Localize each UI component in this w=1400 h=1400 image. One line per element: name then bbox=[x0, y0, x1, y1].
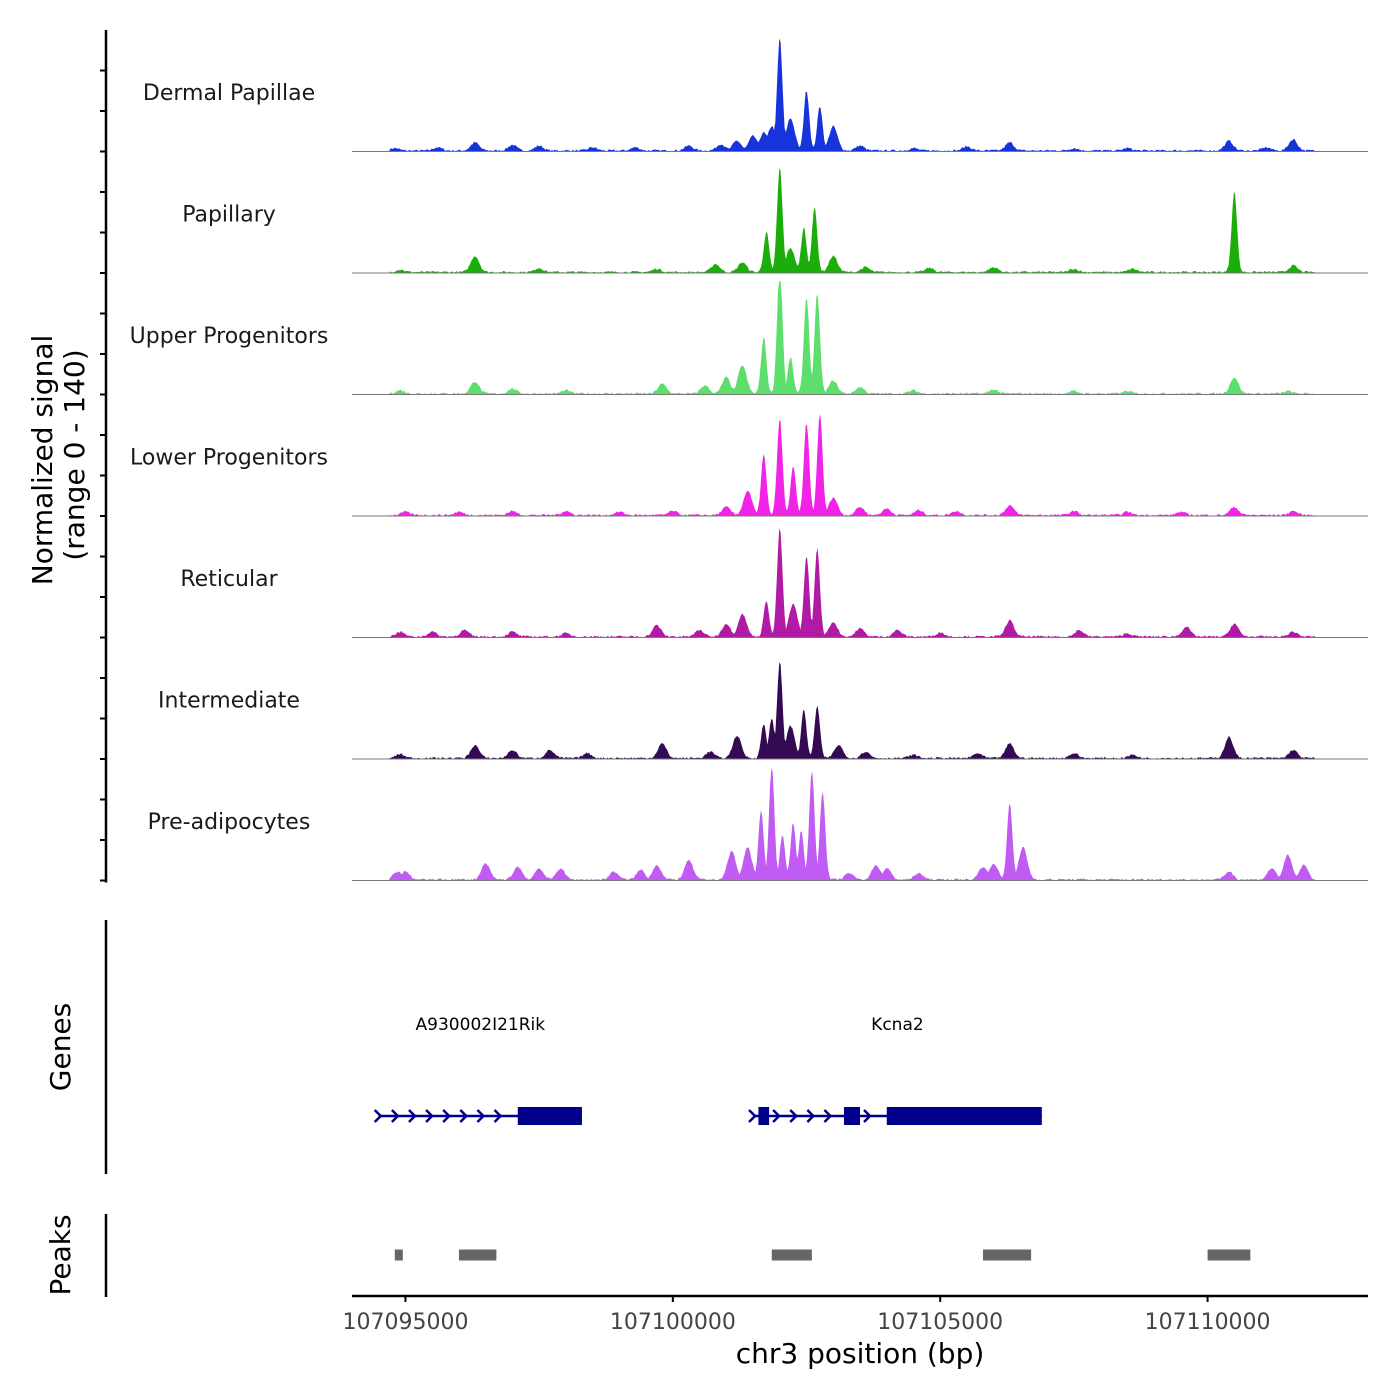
gene-name: A930002I21Rik bbox=[416, 1015, 546, 1035]
strand-arrow bbox=[390, 1109, 400, 1123]
track-papillary: Papillary bbox=[182, 168, 1368, 274]
strand-arrow bbox=[806, 1109, 816, 1123]
strand-arrow bbox=[863, 1109, 872, 1123]
x-tick-label: 107105000 bbox=[877, 1310, 1003, 1335]
track-pre-adipocytes: Pre-adipocytes bbox=[148, 767, 1368, 881]
strand-arrow bbox=[425, 1109, 434, 1123]
track-lower-progenitors: Lower Progenitors bbox=[130, 413, 1368, 517]
gene-exon bbox=[517, 1107, 582, 1125]
peak-region bbox=[394, 1249, 403, 1261]
strand-arrow bbox=[823, 1109, 833, 1123]
track-label: Reticular bbox=[180, 567, 278, 592]
track-label: Upper Progenitors bbox=[130, 324, 329, 349]
gene-exon bbox=[758, 1107, 770, 1125]
strand-arrow bbox=[408, 1109, 417, 1123]
strand-arrow bbox=[476, 1109, 486, 1123]
strand-arrow bbox=[373, 1109, 383, 1123]
gene-name: Kcna2 bbox=[871, 1015, 924, 1035]
x-axis-label: chr3 position (bp) bbox=[736, 1337, 985, 1370]
track-reticular: Reticular bbox=[180, 528, 1368, 638]
signal-area bbox=[389, 528, 1315, 638]
x-tick-label: 107100000 bbox=[610, 1310, 736, 1335]
track-upper-progenitors: Upper Progenitors bbox=[130, 281, 1368, 395]
genes-track: Genes A930002I21Rik Kcna2 bbox=[44, 920, 1042, 1174]
strand-arrow bbox=[459, 1109, 469, 1123]
peak-region bbox=[1207, 1249, 1251, 1261]
gene-exon bbox=[843, 1107, 860, 1125]
signal-area bbox=[389, 38, 1315, 152]
x-tick-label: 107095000 bbox=[342, 1310, 468, 1335]
y-axis-label: Normalized signal bbox=[26, 335, 59, 586]
strand-arrow bbox=[748, 1109, 757, 1123]
track-label: Dermal Papillae bbox=[143, 81, 315, 106]
x-tick-label: 107110000 bbox=[1145, 1310, 1271, 1335]
strand-arrow bbox=[789, 1109, 798, 1123]
signal-area bbox=[389, 413, 1315, 516]
track-intermediate: Intermediate bbox=[158, 662, 1368, 760]
signal-area bbox=[389, 767, 1315, 881]
peak-region bbox=[771, 1249, 812, 1261]
genes-label: Genes bbox=[44, 1003, 77, 1091]
track-dermal-papillae: Dermal Papillae bbox=[143, 38, 1368, 152]
axes: Normalized signal (range 0 - 140) 10709500… bbox=[26, 30, 1368, 1370]
coverage-tracks: Dermal Papillae Papillary Upper Progenitor… bbox=[130, 38, 1368, 881]
signal-area bbox=[389, 281, 1315, 395]
gene-model: A930002I21Rik bbox=[373, 1015, 582, 1125]
signal-area bbox=[389, 168, 1315, 273]
peak-region bbox=[982, 1249, 1032, 1261]
strand-arrow bbox=[772, 1109, 781, 1123]
track-label: Papillary bbox=[182, 203, 276, 228]
y-axis-range: (range 0 - 140) bbox=[58, 349, 91, 560]
track-label: Lower Progenitors bbox=[130, 446, 328, 471]
peaks-track: Peaks bbox=[44, 1214, 1251, 1297]
strand-arrow bbox=[493, 1109, 503, 1123]
peaks-label: Peaks bbox=[44, 1214, 77, 1295]
signal-area bbox=[389, 662, 1315, 759]
track-label: Intermediate bbox=[158, 689, 300, 714]
gene-model: Kcna2 bbox=[748, 1015, 1042, 1125]
track-label: Pre-adipocytes bbox=[148, 810, 311, 835]
gene-exon bbox=[886, 1107, 1042, 1125]
strand-arrow bbox=[442, 1109, 451, 1123]
peak-region bbox=[458, 1249, 497, 1261]
